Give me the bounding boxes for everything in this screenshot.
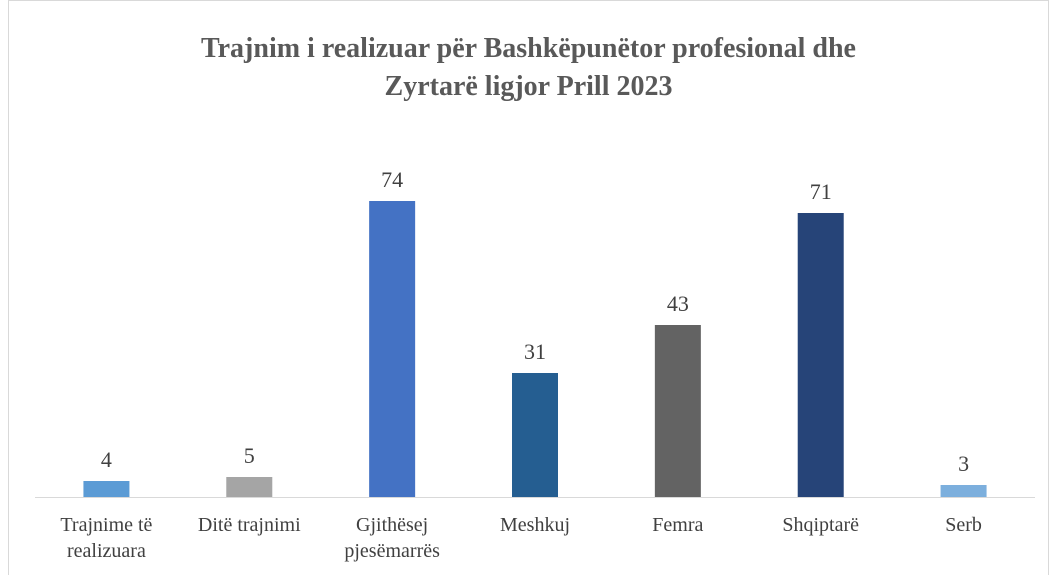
bar	[369, 201, 416, 497]
value-label: 3	[958, 451, 969, 476]
bar	[226, 477, 273, 497]
x-tick-label: Shqiptarë	[782, 514, 860, 536]
x-tick-label: Gjithësej pjesëmarrës	[344, 514, 440, 562]
bar	[940, 485, 987, 497]
value-label: 74	[381, 167, 403, 192]
chart-title: Trajnim i realizuar për Bashkëpunëtor pr…	[201, 33, 856, 102]
bar	[654, 325, 701, 497]
x-tick-label: Ditë trajnimi	[197, 514, 301, 536]
x-tick-label: Trajnime të realizuara	[60, 514, 153, 562]
value-label: 31	[524, 339, 546, 364]
value-label: 43	[667, 291, 689, 316]
value-label: 71	[810, 179, 832, 204]
bar	[797, 213, 844, 497]
x-tick-label: Serb	[945, 514, 982, 536]
x-tick-label: Femra	[652, 514, 704, 536]
value-label: 5	[244, 443, 255, 468]
value-label: 4	[101, 447, 112, 472]
x-tick-label: Meshkuj	[500, 514, 570, 536]
bar	[83, 481, 130, 497]
bar	[512, 373, 558, 497]
